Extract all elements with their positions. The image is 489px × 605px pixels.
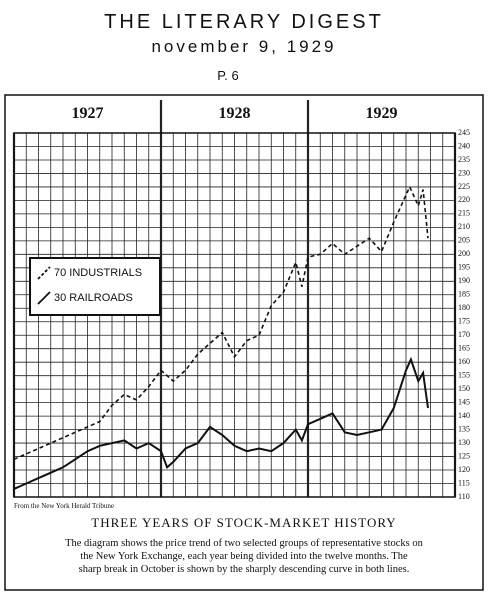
y-tick-label: 200 <box>458 249 470 258</box>
page-number: P. 6 <box>217 68 238 83</box>
y-tick-label: 195 <box>458 263 470 272</box>
y-tick-label: 120 <box>458 465 470 474</box>
y-tick-label: 185 <box>458 290 470 299</box>
caption-line: the New York Exchange, each year being d… <box>80 551 408 562</box>
series-line <box>13 184 429 461</box>
y-tick-label: 210 <box>458 222 470 231</box>
y-tick-label: 140 <box>458 411 470 420</box>
y-tick-label: 115 <box>458 478 470 487</box>
legend-swatch <box>37 266 51 280</box>
y-tick-label: 170 <box>458 330 470 339</box>
y-tick-label: 150 <box>458 384 470 393</box>
masthead: THE LITERARY DIGEST <box>104 11 384 33</box>
frame <box>4 94 484 591</box>
chart-title: THREE YEARS OF STOCK-MARKET HISTORY <box>91 515 396 530</box>
y-tick-label: 145 <box>458 397 470 406</box>
y-tick-label: 180 <box>458 303 470 312</box>
y-tick-label: 165 <box>458 344 470 353</box>
year-label: 1928 <box>219 105 251 122</box>
date: november 9, 1929 <box>151 37 336 56</box>
y-tick-label: 220 <box>458 195 470 204</box>
y-tick-label: 240 <box>458 141 470 150</box>
y-tick-label: 175 <box>458 317 470 326</box>
plot-border <box>13 132 456 498</box>
y-tick-label: 205 <box>458 236 470 245</box>
y-tick-label: 190 <box>458 276 470 285</box>
source: From the New York Herald Tribune <box>14 502 114 510</box>
caption-line: sharp break in October is shown by the s… <box>79 564 410 575</box>
legend-box <box>29 257 161 316</box>
y-tick-label: 155 <box>458 370 470 379</box>
caption-line: The diagram shows the price trend of two… <box>65 538 424 549</box>
y-tick-label: 110 <box>458 492 470 501</box>
y-tick-label: 235 <box>458 155 470 164</box>
y-tick-label: 130 <box>458 438 470 447</box>
y-tick-label: 225 <box>458 182 470 191</box>
y-tick-label: 125 <box>458 451 470 460</box>
y-tick-label: 230 <box>458 168 470 177</box>
series-line <box>13 356 429 490</box>
legend-label: 70 INDUSTRIALS <box>54 267 142 279</box>
legend-swatch <box>37 291 51 305</box>
y-tick-label: 160 <box>458 357 470 366</box>
y-tick-label: 245 <box>458 128 470 137</box>
year-label: 1929 <box>366 105 398 122</box>
y-tick-label: 135 <box>458 424 470 433</box>
legend-label: 30 RAILROADS <box>54 292 133 304</box>
year-label: 1927 <box>72 105 104 122</box>
y-tick-label: 215 <box>458 209 470 218</box>
